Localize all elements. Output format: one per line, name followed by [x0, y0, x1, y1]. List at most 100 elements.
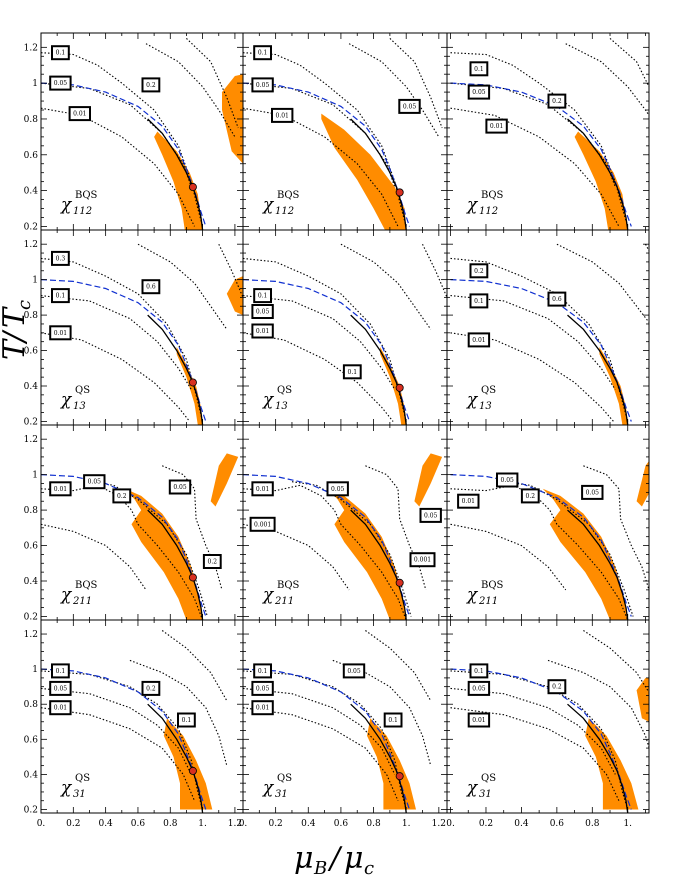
panel-symbol-sup: BQS [75, 190, 98, 201]
contour-label-text: 0.05 [54, 685, 68, 692]
panel-2-1: 0.01 0.05 0.001 0.05 0.001 χ BQS 211 [242, 424, 448, 621]
contour-label: 0.05 [49, 680, 72, 696]
contour-label-text: 0.2 [474, 268, 484, 275]
y-tick-label: 1 [32, 665, 38, 675]
x-tick-label: 1. [198, 819, 207, 829]
x-tick-label: 0. [37, 819, 46, 829]
contour-label-text: 0.01 [73, 111, 86, 118]
contour-label-text: 0.05 [347, 668, 361, 675]
dashed-boundary-line [243, 668, 411, 810]
contour-label-box [141, 77, 161, 93]
y-tick-label: 1.2 [24, 435, 38, 445]
panel-plot-area [450, 630, 649, 813]
contour-label: 0.001 [409, 552, 436, 568]
contour-label-box [68, 106, 91, 122]
panel-symbol-sup: BQS [277, 190, 300, 201]
panel-symbol-main: χ [60, 585, 73, 605]
y-tick-label: 0.8 [24, 700, 39, 710]
panel-symbol-main: χ [466, 390, 479, 410]
panel-0-0: 0.1 0.05 0.2 0.01 χ BQS 112 [40, 32, 244, 231]
contour-label-box [251, 77, 274, 93]
contour-label-text: 0.05 [256, 309, 270, 316]
contour-label-box [141, 680, 161, 696]
y-tick-label: 1 [32, 471, 38, 481]
x-tick-label: 0.6 [334, 819, 349, 829]
contour-label-text: 0.2 [146, 685, 156, 692]
contour-label-text: 0.01 [490, 123, 503, 130]
contour-label-text: 0.05 [403, 103, 417, 110]
x-tick-label: 0.2 [66, 819, 80, 829]
contour-line-0 [243, 257, 407, 422]
x-axis-title-main: μ [294, 841, 314, 876]
panel-plot-area [450, 37, 649, 230]
contour-line-2 [450, 107, 620, 227]
contour-line-3 [137, 243, 228, 330]
contour-label-text: 0.01 [472, 717, 485, 724]
panel-symbol-sub: 31 [479, 789, 492, 800]
panel-symbol-main: χ [262, 778, 275, 798]
critical-point [395, 188, 404, 197]
panel-symbol-sub: 112 [479, 206, 498, 217]
contour-label: 0.1 [51, 288, 70, 304]
contour-label-box [496, 472, 519, 488]
contour-label-box [419, 507, 442, 523]
panel-symbol: χ BQS 211 [60, 580, 98, 607]
contour-label: 0.2 [469, 263, 489, 279]
contour-label: 0.05 [326, 481, 349, 497]
contour-line-0 [450, 484, 629, 620]
contour-label: 0.05 [83, 474, 106, 490]
contour-label-text: 0.05 [501, 477, 515, 484]
panel-plot-area [450, 460, 649, 620]
contour-label: 0.01 [467, 332, 491, 348]
orange-region [585, 718, 639, 810]
y-tick-label: 1.2 [24, 43, 38, 53]
y-axis-title-main: T [0, 338, 32, 360]
y-tick-label: 0.6 [24, 151, 39, 161]
panel-symbol-sup: QS [277, 385, 292, 396]
contour-label-text: 0.01 [54, 705, 67, 712]
contour-label-box [326, 481, 349, 497]
contour-label-box [547, 291, 567, 307]
contour-label-text: 0.2 [208, 559, 218, 566]
panel-symbol-sup: QS [75, 385, 90, 396]
y-tick-label: 0.2 [24, 805, 38, 815]
contour-label: 0.05 [251, 77, 274, 93]
panel-symbol: χ BQS 112 [60, 190, 98, 217]
contour-line-1 [243, 687, 396, 775]
contour-line-1 [450, 295, 616, 390]
contour-label: 0.2 [112, 488, 132, 504]
contour-label-text: 0.05 [256, 685, 270, 692]
x-axis-title: μ B / μ c [294, 841, 374, 879]
contour-label-box [253, 288, 272, 304]
contour-line-3 [556, 243, 649, 324]
contour-label-text: 0.05 [586, 489, 600, 496]
dashed-boundary-line [41, 668, 207, 810]
panel-symbol: χ BQS 112 [466, 190, 504, 217]
contour-label-box [547, 679, 567, 695]
contour-line-4 [186, 38, 239, 129]
contour-label-text: 0.1 [56, 668, 66, 675]
contour-line-1 [41, 295, 192, 390]
contour-line-1 [291, 481, 412, 617]
contour-line-2 [243, 107, 399, 227]
contour-label-box [49, 680, 72, 696]
contour-line-1 [41, 82, 192, 188]
panel-plot-area [243, 38, 443, 230]
contour-label: 0.2 [547, 679, 567, 695]
contour-label-text: 0.01 [256, 486, 269, 493]
contour-line-0 [41, 484, 204, 620]
panel-symbol: χ QS 13 [60, 385, 90, 412]
contour-label-text: 0.01 [256, 705, 269, 712]
contour-label: 0.1 [342, 364, 362, 380]
contour-label: 0.1 [253, 288, 272, 304]
contour-label-text: 0.05 [88, 479, 102, 486]
contour-label-text: 0.1 [348, 369, 358, 376]
contour-line-3 [450, 523, 567, 591]
contour-label-box [469, 663, 489, 679]
critical-point [188, 378, 197, 387]
figure-frame: 0.20.40.60.811.20.20.40.60.811.20.20.40.… [24, 32, 650, 829]
orange-region-corner [636, 677, 649, 722]
y-tick-label: 0.4 [24, 770, 39, 780]
panel-plot-area [41, 630, 228, 813]
